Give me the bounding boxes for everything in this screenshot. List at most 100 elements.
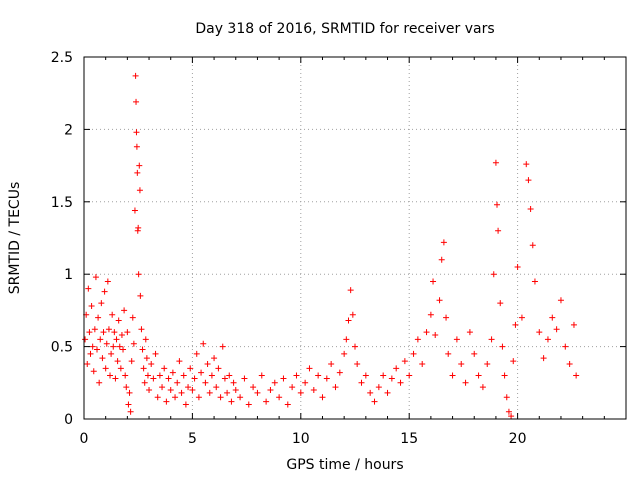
data-point	[410, 350, 417, 357]
data-point	[315, 372, 322, 379]
data-point	[349, 311, 356, 318]
data-point	[144, 372, 151, 379]
data-point	[230, 379, 237, 386]
data-point	[323, 375, 330, 382]
data-point	[328, 360, 335, 367]
data-point	[148, 360, 155, 367]
data-point	[445, 350, 452, 357]
data-point	[115, 317, 122, 324]
data-point	[219, 343, 226, 350]
data-point	[117, 365, 124, 372]
data-point	[280, 375, 287, 382]
data-point	[118, 332, 125, 339]
data-point	[90, 368, 97, 375]
data-point	[129, 314, 136, 321]
data-point	[204, 360, 211, 367]
data-point	[388, 375, 395, 382]
data-point	[130, 340, 137, 347]
data-point	[427, 311, 434, 318]
data-point	[484, 360, 491, 367]
data-point	[512, 321, 519, 328]
data-point	[107, 372, 114, 379]
data-point	[419, 360, 426, 367]
data-point	[430, 278, 437, 285]
x-axis-label: GPS time / hours	[286, 457, 403, 473]
data-point	[393, 365, 400, 372]
data-point	[165, 375, 172, 382]
data-point	[440, 239, 447, 246]
data-point	[336, 369, 343, 376]
data-point	[95, 314, 102, 321]
data-point	[302, 379, 309, 386]
data-point	[217, 394, 224, 401]
data-point	[475, 372, 482, 379]
data-point	[182, 401, 189, 408]
data-point	[414, 336, 421, 343]
data-point	[490, 271, 497, 278]
data-point	[215, 365, 222, 372]
data-point	[570, 321, 577, 328]
data-point	[536, 329, 543, 336]
data-point	[492, 159, 499, 166]
data-point	[250, 384, 257, 391]
data-point	[226, 372, 233, 379]
data-point	[85, 285, 92, 292]
data-point	[135, 224, 142, 231]
data-point	[224, 389, 231, 396]
data-point	[466, 329, 473, 336]
data-point	[178, 389, 185, 396]
data-point	[114, 358, 121, 365]
data-point	[549, 314, 556, 321]
data-points	[82, 72, 580, 420]
data-point	[358, 379, 365, 386]
data-point	[529, 242, 536, 249]
data-point	[113, 336, 120, 343]
data-point	[116, 343, 123, 350]
data-point	[185, 384, 192, 391]
data-point	[98, 300, 105, 307]
data-point	[267, 387, 274, 394]
data-point	[109, 311, 116, 318]
y-tick-label: 1.5	[51, 195, 73, 211]
data-point	[443, 314, 450, 321]
data-point	[206, 389, 213, 396]
data-point	[375, 384, 382, 391]
data-point	[126, 389, 133, 396]
data-point	[103, 340, 110, 347]
data-point	[293, 372, 300, 379]
data-point	[499, 343, 506, 350]
data-point	[345, 317, 352, 324]
data-point	[133, 98, 140, 105]
data-point	[111, 329, 118, 336]
data-point	[132, 72, 139, 79]
data-point	[174, 379, 181, 386]
data-point	[284, 401, 291, 408]
data-point	[494, 201, 501, 208]
y-tick-label: 0.5	[51, 340, 73, 356]
data-point	[423, 329, 430, 336]
x-tick-label: 5	[188, 431, 197, 447]
data-point	[241, 375, 248, 382]
data-point	[137, 292, 144, 299]
data-point	[544, 336, 551, 343]
data-point	[156, 372, 163, 379]
data-point	[347, 287, 354, 294]
chart-title: Day 318 of 2016, SRMTID for receiver var…	[195, 21, 494, 37]
data-point	[202, 379, 209, 386]
data-point	[297, 389, 304, 396]
data-point	[200, 340, 207, 347]
data-point	[343, 336, 350, 343]
data-point	[306, 365, 313, 372]
data-point	[573, 372, 580, 379]
data-point	[159, 384, 166, 391]
data-point	[438, 256, 445, 263]
data-point	[508, 413, 515, 420]
data-point	[100, 329, 107, 336]
data-point	[527, 206, 534, 213]
data-point	[140, 365, 147, 372]
data-point	[101, 288, 108, 295]
data-point	[195, 394, 202, 401]
data-point	[289, 384, 296, 391]
data-point	[128, 358, 135, 365]
data-point	[497, 300, 504, 307]
